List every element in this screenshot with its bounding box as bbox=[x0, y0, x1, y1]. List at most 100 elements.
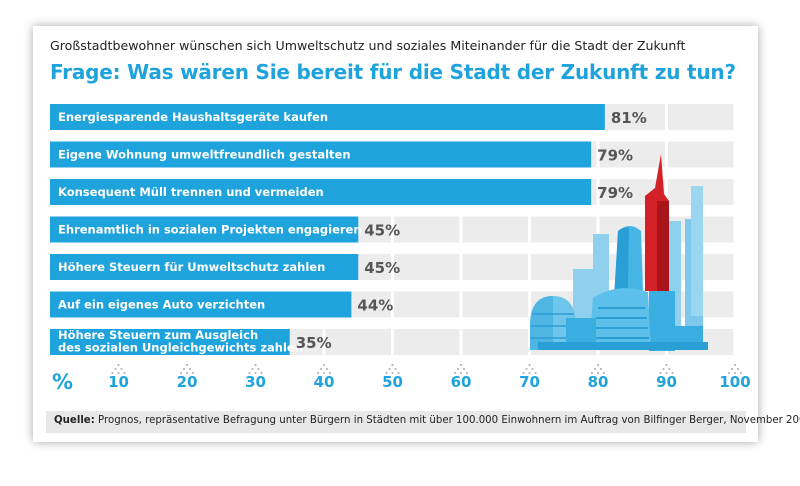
chart-card: Großstadtbewohner wünschen sich Umweltsc… bbox=[33, 26, 800, 442]
tick-marker-dot bbox=[188, 367, 192, 371]
tick-marker bbox=[522, 363, 537, 375]
skyline-building bbox=[589, 288, 651, 350]
tick-marker bbox=[385, 363, 400, 375]
bar-value-label: 79% bbox=[597, 147, 633, 165]
source-label: Quelle: bbox=[54, 415, 95, 426]
tick-marker-dot bbox=[260, 371, 263, 375]
tick-marker-dot bbox=[182, 367, 186, 371]
bar-category-label: Eigene Wohnung umweltfreundlich gestalte… bbox=[58, 148, 351, 162]
tick-marker-dot bbox=[391, 371, 394, 375]
tick-marker-dot bbox=[111, 371, 114, 375]
source-strip: Quelle: Prognos, repräsentative Befragun… bbox=[46, 411, 800, 433]
tick-marker-dot bbox=[659, 371, 662, 375]
tick-marker-dot bbox=[528, 371, 531, 375]
bars bbox=[50, 104, 605, 355]
tick-marker-dot bbox=[456, 367, 460, 371]
tick-marker-dot bbox=[248, 371, 251, 375]
tick-marker-dot bbox=[322, 363, 326, 367]
skyline-window-bands bbox=[594, 307, 649, 339]
bar-category-label-line: Höhere Steuern zum Ausgleich bbox=[58, 328, 258, 342]
tick-marker bbox=[659, 363, 674, 375]
tick-marker-dot bbox=[590, 371, 594, 375]
tick-marker-dot bbox=[733, 371, 737, 375]
tick-marker-dot bbox=[665, 371, 668, 375]
chart-subtitle: Großstadtbewohner wünschen sich Umweltsc… bbox=[50, 38, 686, 53]
tick-marker-dot bbox=[668, 367, 671, 371]
x-tick-label: 30 bbox=[245, 373, 266, 391]
source-text: Prognos, repräsentative Befragung unter … bbox=[94, 415, 800, 426]
tick-marker-dot bbox=[665, 363, 668, 367]
tick-marker bbox=[590, 363, 606, 375]
tick-marker bbox=[453, 363, 469, 375]
tick-marker-dot bbox=[596, 363, 600, 367]
tick-marker bbox=[179, 363, 195, 375]
chart-title: Frage: Was wären Sie bereit für die Stad… bbox=[50, 60, 736, 84]
x-axis-unit: % bbox=[52, 370, 73, 394]
tick-marker-dot bbox=[462, 367, 466, 371]
tick-marker-dot bbox=[671, 371, 674, 375]
skyline-building bbox=[649, 291, 675, 351]
bar-category-label: Höhere Steuern zum Ausgleich des sozialen… bbox=[58, 328, 303, 355]
tick-marker-dot bbox=[316, 371, 320, 375]
skyline-ground bbox=[538, 342, 708, 350]
bar-value-label: 35% bbox=[296, 334, 332, 352]
tick-marker-dot bbox=[465, 371, 469, 375]
skyline-red-tower-shade bbox=[657, 201, 669, 291]
tick-marker-dot bbox=[739, 371, 743, 375]
bar-value-label: 81% bbox=[611, 109, 647, 127]
tick-marker-dot bbox=[459, 371, 463, 375]
tick-marker-dot bbox=[254, 363, 257, 367]
x-tick-label: 20 bbox=[177, 373, 198, 391]
bar bbox=[50, 216, 359, 243]
tick-marker-dot bbox=[525, 367, 528, 371]
tick-marker bbox=[111, 363, 126, 375]
tick-marker-dot bbox=[534, 371, 537, 375]
bar-value-label: 45% bbox=[364, 222, 400, 240]
tick-marker-dot bbox=[191, 371, 195, 375]
tick-marker-dot bbox=[120, 367, 123, 371]
tick-marker-dot bbox=[328, 371, 332, 375]
bar-chart: Energiesparende Haushaltsgeräte kaufen Ei… bbox=[50, 104, 751, 394]
bar-value-label: 79% bbox=[597, 184, 633, 202]
tick-marker bbox=[248, 363, 263, 375]
tick-marker-dot bbox=[185, 371, 189, 375]
bar bbox=[50, 141, 592, 168]
tick-marker-dot bbox=[602, 371, 606, 375]
x-tick-label: 40 bbox=[314, 373, 335, 391]
skyline-dome-shade bbox=[530, 296, 553, 350]
tick-marker-dot bbox=[388, 367, 391, 371]
x-tick-label: 90 bbox=[656, 373, 677, 391]
bar-labels: Energiesparende Haushaltsgeräte kaufen Ei… bbox=[58, 110, 362, 355]
skyline-building bbox=[691, 186, 703, 316]
tick-marker-dot bbox=[599, 367, 603, 371]
tick-marker-dot bbox=[528, 363, 531, 367]
tick-marker-dot bbox=[733, 363, 737, 367]
tick-marker bbox=[727, 363, 743, 375]
x-tick-label: 10 bbox=[108, 373, 129, 391]
tick-marker-dot bbox=[123, 371, 126, 375]
bar bbox=[50, 329, 290, 355]
tick-marker-dot bbox=[254, 371, 257, 375]
tick-marker-dot bbox=[391, 363, 394, 367]
tick-marker-dot bbox=[114, 367, 117, 371]
x-axis-ticks: % 10 20 30 40 50 60 70 80 90 100 bbox=[52, 363, 751, 394]
bar bbox=[50, 291, 352, 318]
tick-marker-dot bbox=[179, 371, 183, 375]
tick-marker-dot bbox=[459, 363, 463, 367]
tick-marker-dot bbox=[727, 371, 731, 375]
x-tick-label: 80 bbox=[588, 373, 609, 391]
bar-category-label: Auf ein eigenes Auto verzichten bbox=[58, 298, 265, 312]
tick-marker-dot bbox=[522, 371, 525, 375]
tick-marker-dot bbox=[593, 367, 597, 371]
bar-category-label: Konsequent Müll trennen und vermeiden bbox=[58, 185, 324, 199]
source-note: Quelle: Prognos, repräsentative Befragun… bbox=[54, 415, 800, 426]
bar-category-label: Energiesparende Haushaltsgeräte kaufen bbox=[58, 110, 328, 124]
tick-marker-dot bbox=[385, 371, 388, 375]
x-tick-label: 60 bbox=[451, 373, 472, 391]
bar-category-label-line: des sozialen Ungleichgewichts zahlen bbox=[58, 341, 303, 355]
tick-marker-dot bbox=[251, 367, 254, 371]
tick-marker-dot bbox=[185, 363, 189, 367]
tick-marker-dot bbox=[736, 367, 740, 371]
tick-marker-dot bbox=[322, 371, 326, 375]
bar-value-label: 44% bbox=[357, 297, 393, 315]
